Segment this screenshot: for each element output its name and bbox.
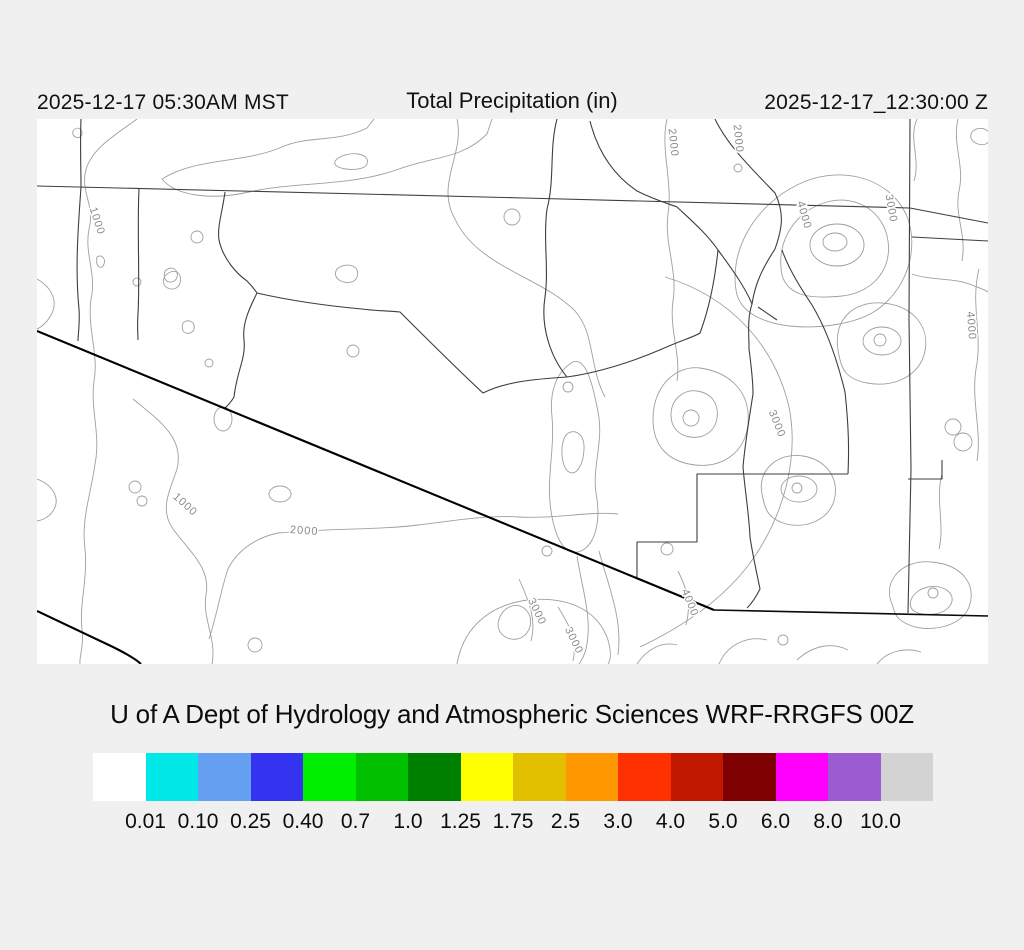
contour-label-4000: 4000: [794, 200, 813, 231]
contour-label-2000: 2000: [666, 128, 681, 158]
colorbar-swatch-green: [303, 753, 356, 801]
colorbar-tick-label: 5.0: [708, 810, 738, 833]
terrain-contours: [37, 119, 988, 664]
contour-label-1000: 1000: [170, 491, 199, 519]
precipitation-colorbar: [93, 753, 933, 801]
valid-time-utc: 2025-12-17_12:30:00 Z: [764, 91, 988, 114]
colorbar-tick-label: 4.0: [655, 810, 686, 833]
contour-label-3000: 3000: [525, 596, 548, 627]
contour-label-2000: 2000: [290, 524, 319, 538]
contour-label-2000: 2000: [731, 124, 746, 154]
colorbar-tick-label: 0.25: [230, 810, 271, 833]
colorbar-tick-label: 2.5: [550, 810, 581, 833]
colorbar-swatch-dark-green: [408, 753, 461, 801]
colorbar-tick-label: 0.40: [282, 810, 324, 833]
colorbar-tick-label: 10.0: [860, 810, 901, 833]
contour-label-1000: 1000: [87, 206, 107, 237]
colorbar-swatch-purple: [828, 753, 881, 801]
colorbar-tick-label: 8.0: [813, 810, 843, 833]
colorbar-tick-label: 0.01: [125, 810, 166, 833]
colorbar-swatch-brick-red: [670, 753, 723, 801]
colorbar-tick-label: 1.25: [440, 810, 481, 833]
boundary-lines: [37, 119, 988, 614]
colorbar-tick-label: 1.0: [393, 810, 423, 833]
colorbar-swatch-light-gray: [880, 753, 933, 801]
colorbar-swatch-mid-green: [355, 753, 408, 801]
contour-label-3000: 3000: [766, 408, 788, 439]
attribution-caption: U of A Dept of Hydrology and Atmospheric…: [110, 699, 914, 729]
valid-time-local: 2025-12-17 05:30AM MST: [37, 91, 289, 114]
contour-label-4000: 4000: [964, 311, 978, 340]
colorbar-swatch-white: [93, 753, 146, 801]
map-canvas: 1000 2000 2000 4000 3000 4000 3000 1000 2000 3000…: [37, 119, 988, 664]
contour-label-3000: 3000: [883, 193, 900, 223]
page-title: Total Precipitation (in): [406, 88, 618, 113]
colorbar-tick-label: 0.7: [340, 810, 371, 833]
colorbar-tick-label: 0.10: [177, 810, 219, 833]
colorbar-swatch-maroon: [723, 753, 776, 801]
colorbar-swatch-blue: [250, 753, 303, 801]
colorbar-swatch-orange: [565, 753, 618, 801]
colorbar-swatch-yellow: [460, 753, 513, 801]
precipitation-map: 1000 2000 2000 4000 3000 4000 3000 1000 2000 3000…: [37, 119, 988, 664]
colorbar-tick-label: 6.0: [760, 810, 791, 833]
colorbar-tick-label: 3.0: [603, 810, 633, 833]
colorbar-tick-labels: 0.01 0.10 0.25 0.40 0.7 1.0 1.25 1.75 2.5 3.0 4.0 5…: [93, 810, 933, 840]
colorbar-swatch-magenta: [775, 753, 828, 801]
mexico-border: [37, 330, 988, 664]
colorbar-swatch-cyan: [145, 753, 198, 801]
colorbar-swatch-gold: [513, 753, 566, 801]
contour-label-3000: 3000: [562, 625, 585, 656]
colorbar-tick-label: 1.75: [492, 810, 534, 833]
colorbar-swatch-cornflower: [198, 753, 251, 801]
colorbar-swatch-orange-red: [618, 753, 671, 801]
